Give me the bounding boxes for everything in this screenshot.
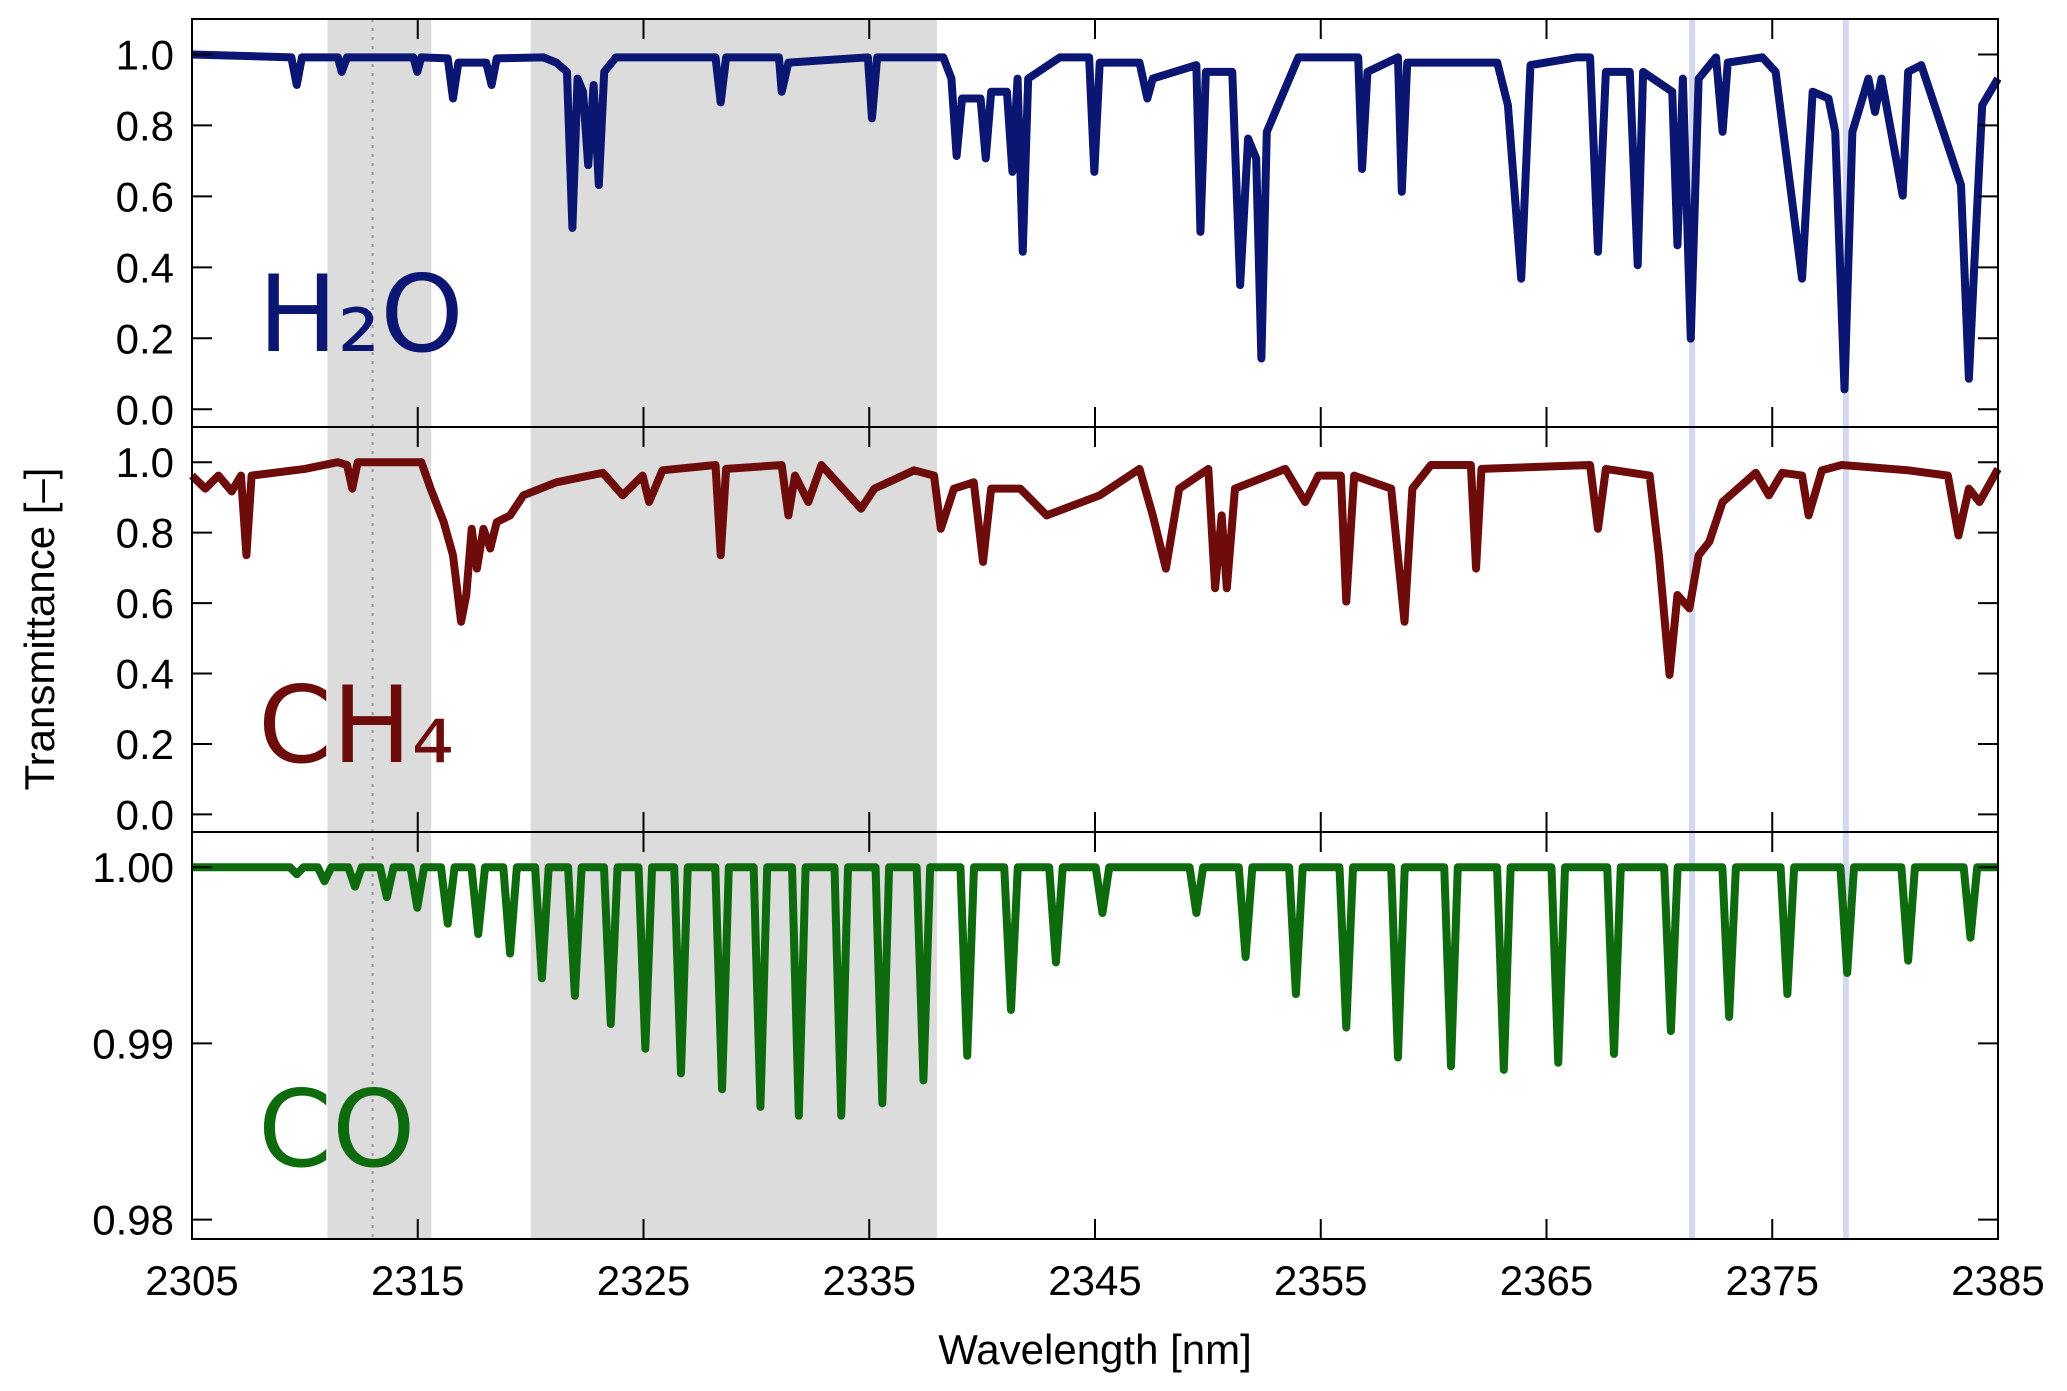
y-tick-label: 0.8 — [116, 102, 174, 149]
y-tick-label: 0.0 — [116, 791, 174, 838]
shaded-region — [530, 19, 937, 1239]
y-tick-label: 1.0 — [116, 439, 174, 486]
y-tick-label: 0.4 — [116, 244, 174, 291]
y-tick-label: 0.4 — [116, 651, 174, 698]
x-tick-label: 2355 — [1274, 1257, 1367, 1304]
y-tick-label: 0.6 — [116, 173, 174, 220]
data-line — [189, 458, 2002, 679]
y-tick-label: 0.0 — [116, 386, 174, 433]
y-tick-label: 0.6 — [116, 580, 174, 627]
data-line — [191, 50, 2002, 394]
x-tick-label: 2325 — [597, 1257, 690, 1304]
axes: 0.0 0.2 0.4 0.6 0.8 1.0 H₂O 0.0 0.2 0.4 0.6 0.8 1.0 C… — [16, 18, 2045, 1373]
traces — [189, 50, 2002, 1120]
x-tick-label: 2305 — [145, 1257, 238, 1304]
y-tick-label: 1.00 — [92, 844, 174, 891]
panel-frame — [191, 426, 1999, 833]
y-tick-label: 0.2 — [116, 721, 174, 768]
y-tick-label: 0.98 — [92, 1197, 174, 1244]
y-tick-label: 0.99 — [92, 1020, 174, 1067]
y-tick-label: 1.0 — [116, 31, 174, 78]
y-tick-label: 0.2 — [116, 315, 174, 362]
y-tick-label: 0.8 — [116, 510, 174, 557]
x-tick-label: 2345 — [1048, 1257, 1141, 1304]
x-axis-label: Wavelength [nm] — [938, 1326, 1252, 1373]
y-axis-label: Transmittance [–] — [16, 468, 63, 791]
annotation: CH₄ — [258, 664, 454, 787]
backgrounds — [327, 19, 1849, 1239]
x-tick-label: 2375 — [1726, 1257, 1819, 1304]
annotation: CO — [258, 1068, 415, 1191]
x-tick-label: 2315 — [371, 1257, 464, 1304]
x-tick-label: 2365 — [1500, 1257, 1593, 1304]
annotation: H₂O — [258, 253, 464, 376]
x-tick-label: 2335 — [823, 1257, 916, 1304]
shaded-region — [327, 19, 432, 1239]
x-tick-label: 2385 — [1951, 1257, 2044, 1304]
data-line — [192, 863, 1998, 1120]
